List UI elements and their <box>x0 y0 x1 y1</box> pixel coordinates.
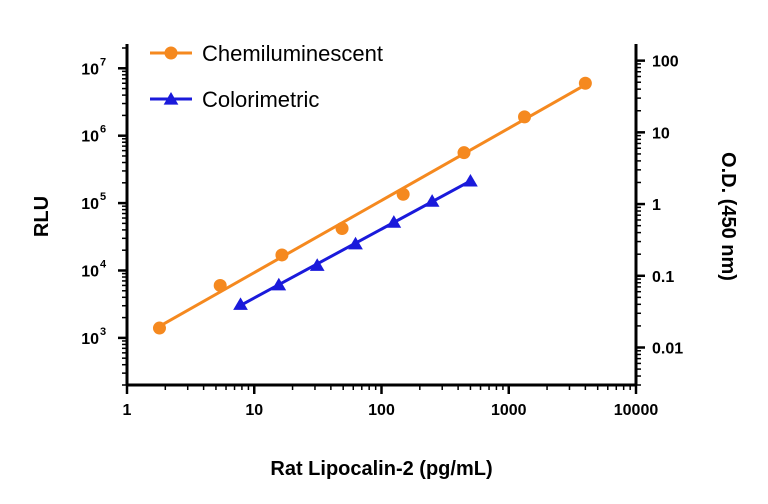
colorimetric-point <box>424 194 440 207</box>
x-axis-title: Rat Lipocalin-2 (pg/mL) <box>270 458 492 480</box>
chemiluminescent-point <box>152 321 166 335</box>
chemiluminescent-point <box>457 146 471 160</box>
legend-chemiluminescent-marker <box>164 46 178 60</box>
right-tick-label: 1 <box>652 197 661 214</box>
left-tick-label: 10 <box>81 129 99 146</box>
colorimetric-point <box>309 258 325 271</box>
colorimetric-point <box>348 236 363 250</box>
chemiluminescent-point <box>213 278 227 292</box>
left-tick-label-exponent: 4 <box>100 258 107 270</box>
x-tick-label: 100 <box>368 402 395 419</box>
left-tick-label-exponent: 7 <box>100 56 106 68</box>
tick-label-base: 10 <box>81 61 99 78</box>
right-axis-title: O.D. (450 nm) <box>717 152 739 281</box>
tick-label-base: 10 <box>81 196 99 213</box>
x-tick-label: 10 <box>245 402 263 419</box>
left-tick-label: 10 <box>81 263 99 280</box>
legend-chemiluminescent-label: Chemiluminescent <box>202 41 383 66</box>
left-tick-label: 10 <box>81 196 99 213</box>
right-tick-label: 0.01 <box>652 341 683 358</box>
colorimetric-point <box>386 215 402 228</box>
chemiluminescent-point <box>396 187 410 201</box>
left-tick-label: 10 <box>81 61 99 78</box>
right-tick-label: 0.1 <box>652 269 674 286</box>
left-tick-label: 10 <box>81 331 99 348</box>
tick-label-base: 10 <box>81 129 99 146</box>
chemiluminescent-point <box>275 248 289 262</box>
left-axis-title: RLU <box>31 196 53 237</box>
left-tick-label-exponent: 6 <box>100 124 106 136</box>
colorimetric-point <box>233 297 248 310</box>
colorimetric-point <box>463 173 478 187</box>
x-tick-label: 1000 <box>491 402 527 419</box>
colorimetric-point <box>271 277 287 291</box>
chemiluminescent-point <box>335 221 349 235</box>
x-tick-label: 1 <box>123 402 132 419</box>
chemiluminescent-point <box>578 76 592 90</box>
tick-label-base: 10 <box>81 331 99 348</box>
x-tick-label: 10000 <box>614 402 659 419</box>
right-tick-label: 10 <box>652 125 670 142</box>
left-tick-label-exponent: 3 <box>100 326 106 338</box>
tick-label-base: 10 <box>81 263 99 280</box>
right-tick-label: 100 <box>652 54 679 71</box>
legend-colorimetric-marker <box>163 92 179 105</box>
left-tick-label-exponent: 5 <box>100 191 106 203</box>
legend-colorimetric-label: Colorimetric <box>202 87 319 112</box>
chemiluminescent-point <box>518 110 532 124</box>
chemiluminescent-fit-line <box>158 83 587 328</box>
